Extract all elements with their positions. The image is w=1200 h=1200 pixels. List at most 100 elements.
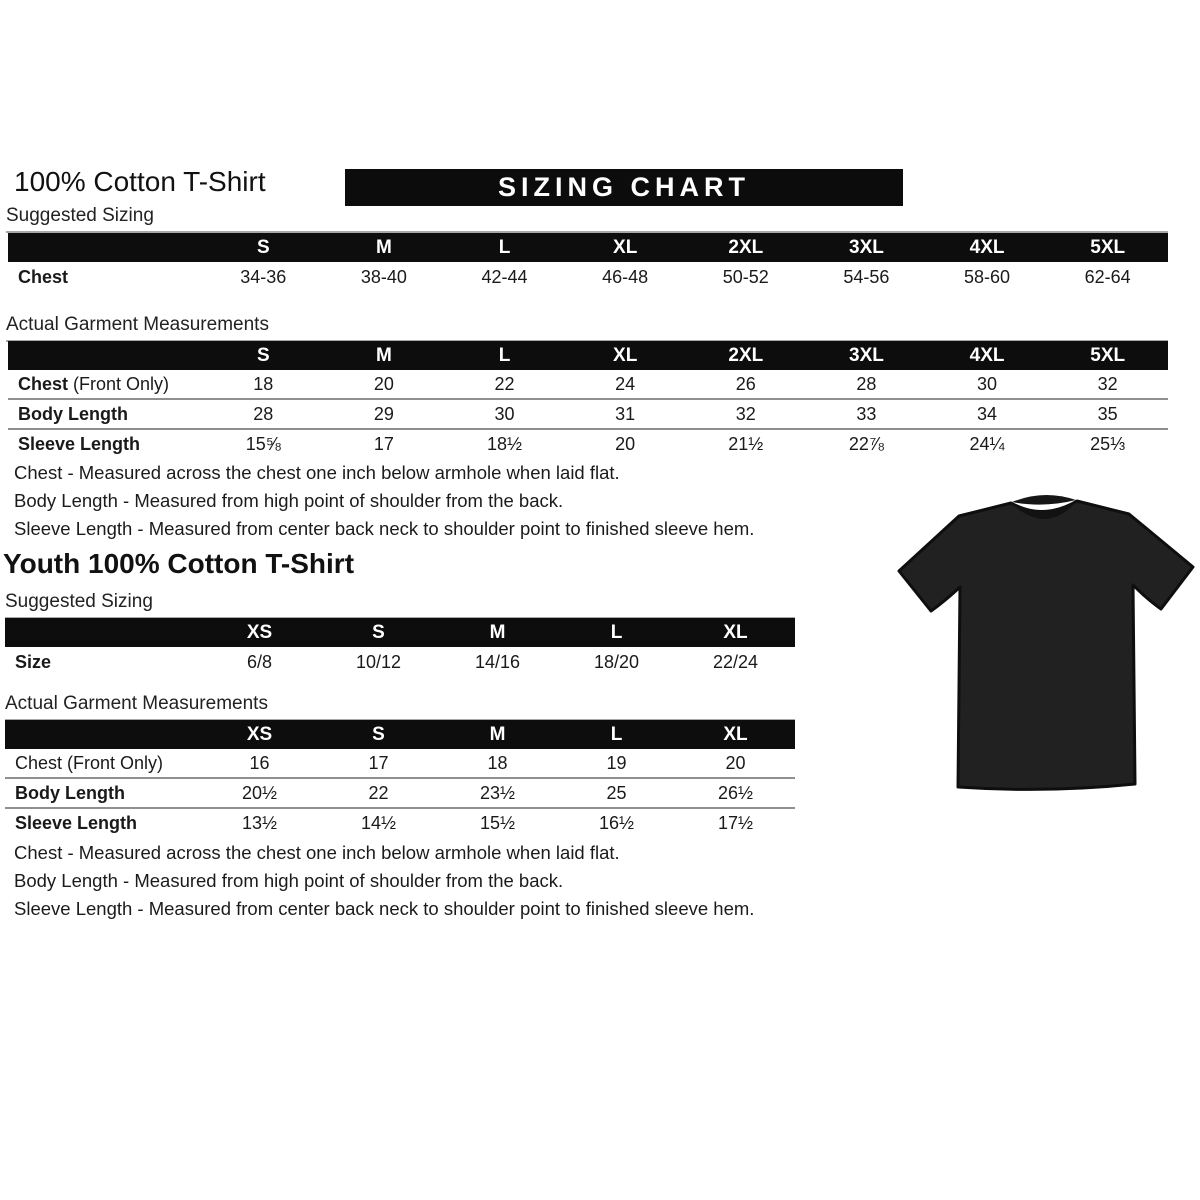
size-column-header: L [498,344,511,366]
chest-range-value: 34-36 [240,267,287,287]
measurement-value: 20 [615,433,636,454]
measurement-value: 32 [1097,373,1118,394]
row-label: Body Length [18,403,128,424]
measurement-value: 20 [373,373,394,394]
note-sleeve-length: Sleeve Length - Measured from center bac… [14,518,755,539]
measurement-value: 32 [735,403,756,424]
adult-actual-measurements-label: Actual Garment Measurements [6,314,1168,342]
measurement-value: 35 [1097,403,1118,424]
row-label: Chest (Front Only) [8,374,203,395]
chest-range-value: 58-60 [964,267,1011,287]
size-column-header: S [256,344,270,366]
measurement-value: 13½ [241,812,278,833]
adult-body-length-row: Body Length 28 29 30 31 32 33 34 35 [8,400,1168,430]
measurement-value: 26 [735,373,756,394]
size-column-header: 5XL [1090,236,1126,258]
tshirt-collar [1011,501,1077,520]
size-column-header: 4XL [969,236,1005,258]
size-column-header: M [376,344,392,366]
measurement-value: 20 [725,752,746,773]
row-label-main: Chest [18,373,69,394]
measurement-value: 19 [606,752,627,773]
adult-suggested-sizing-label: Suggested Sizing [6,205,1168,233]
size-column-header: L [498,236,511,258]
measurement-value: 17 [373,433,394,454]
size-column-header: 3XL [849,344,884,366]
measurement-value: 34 [977,403,998,424]
size-column-header: M [489,723,506,745]
youth-actual-measurements-table: XS S M L XL Chest (Front Only) 16 17 18 … [5,720,795,837]
measurement-value: 22 [494,373,515,394]
measurement-value: 16½ [598,812,635,833]
measurement-value: 15½ [479,812,516,833]
size-column-header: 2XL [728,344,764,366]
measurement-value: 29 [373,403,394,424]
size-column-header: S [372,723,385,745]
adult-measurement-notes: Chest - Measured across the chest one in… [14,462,794,546]
measurement-value: 24 [615,373,636,394]
note-chest: Chest - Measured across the chest one in… [14,842,620,863]
size-column-header: XL [613,344,638,366]
adult-sleeve-length-row: Sleeve Length 15⅝ 17 18½ 20 21½ 22⅞ 24¼ … [8,430,1168,458]
measurement-value: 31 [615,403,636,424]
adult-chest-range-row: Chest 34-36 38-40 42-44 46-48 50-52 54-5… [8,262,1168,293]
youth-suggested-sizing-table: XS S M L XL Size 6/8 10/12 14/16 18/20 2… [5,618,795,678]
row-label: Chest (Front Only) [15,752,164,773]
size-range-value: 14/16 [474,652,521,672]
measurement-value: 30 [494,403,515,424]
chest-range-value: 38-40 [360,267,407,287]
chest-range-value: 50-52 [722,267,769,287]
measurement-value: 18 [487,752,508,773]
measurement-value: 18 [253,373,274,394]
measurement-value: 21½ [728,433,764,454]
row-label: Sleeve Length [15,812,138,833]
measurement-value: 15⅝ [245,433,281,454]
size-column-header: XS [246,723,273,745]
row-label: Sleeve Length [18,433,141,454]
row-label: Chest [18,267,69,287]
measurement-value: 28 [253,403,274,424]
measurement-value: 16 [249,752,270,773]
youth-actual-header-row: XS S M L XL [5,720,795,749]
size-column-header: XL [613,236,638,258]
note-sleeve-length: Sleeve Length - Measured from center bac… [14,898,755,919]
measurement-value: 25 [606,782,627,803]
size-range-value: 10/12 [355,652,402,672]
youth-chest-row: Chest (Front Only) 16 17 18 19 20 [5,749,795,779]
size-column-header: 2XL [728,236,764,258]
chest-range-value: 46-48 [602,267,649,287]
note-body-length: Body Length - Measured from high point o… [14,490,564,511]
measurement-value: 17½ [717,812,754,833]
youth-sleeve-length-row: Sleeve Length 13½ 14½ 15½ 16½ 17½ [5,809,795,837]
size-column-header: 3XL [849,236,884,258]
black-tshirt-image [897,494,1195,791]
measurement-value: 23½ [479,782,516,803]
size-column-header: XL [723,621,748,643]
size-column-header: 4XL [969,344,1005,366]
sizing-chart-banner: SIZING CHART [345,169,903,206]
measurement-value: 18½ [487,433,523,454]
adult-chest-row: Chest (Front Only) 18 20 22 24 26 28 30 … [8,370,1168,400]
size-column-header: S [256,236,270,258]
measurement-value: 28 [856,373,877,394]
size-column-header: XL [723,723,748,745]
youth-section-title: Youth 100% Cotton T-Shirt [3,548,355,579]
measurement-value: 14½ [360,812,397,833]
size-column-header: M [376,236,392,258]
row-label: Body Length [15,782,125,803]
size-range-value: 22/24 [712,652,759,672]
measurement-value: 22⅞ [848,433,884,454]
measurement-value: 26½ [717,782,754,803]
measurement-value: 30 [977,373,998,394]
chest-range-value: 54-56 [843,267,890,287]
adult-suggested-header-row: S M L XL 2XL 3XL 4XL 5XL [8,233,1168,262]
chest-range-value: 42-44 [481,267,528,287]
row-label-suffix: (Front Only) [68,373,170,394]
measurement-value: 20½ [241,782,278,803]
size-column-header: 5XL [1090,344,1126,366]
adult-actual-header-row: S M L XL 2XL 3XL 4XL 5XL [8,341,1168,370]
youth-suggested-sizing-label: Suggested Sizing [5,591,795,619]
size-column-header: L [610,723,623,745]
chest-range-value: 62-64 [1084,267,1131,287]
tshirt-body-shape [897,499,1195,791]
